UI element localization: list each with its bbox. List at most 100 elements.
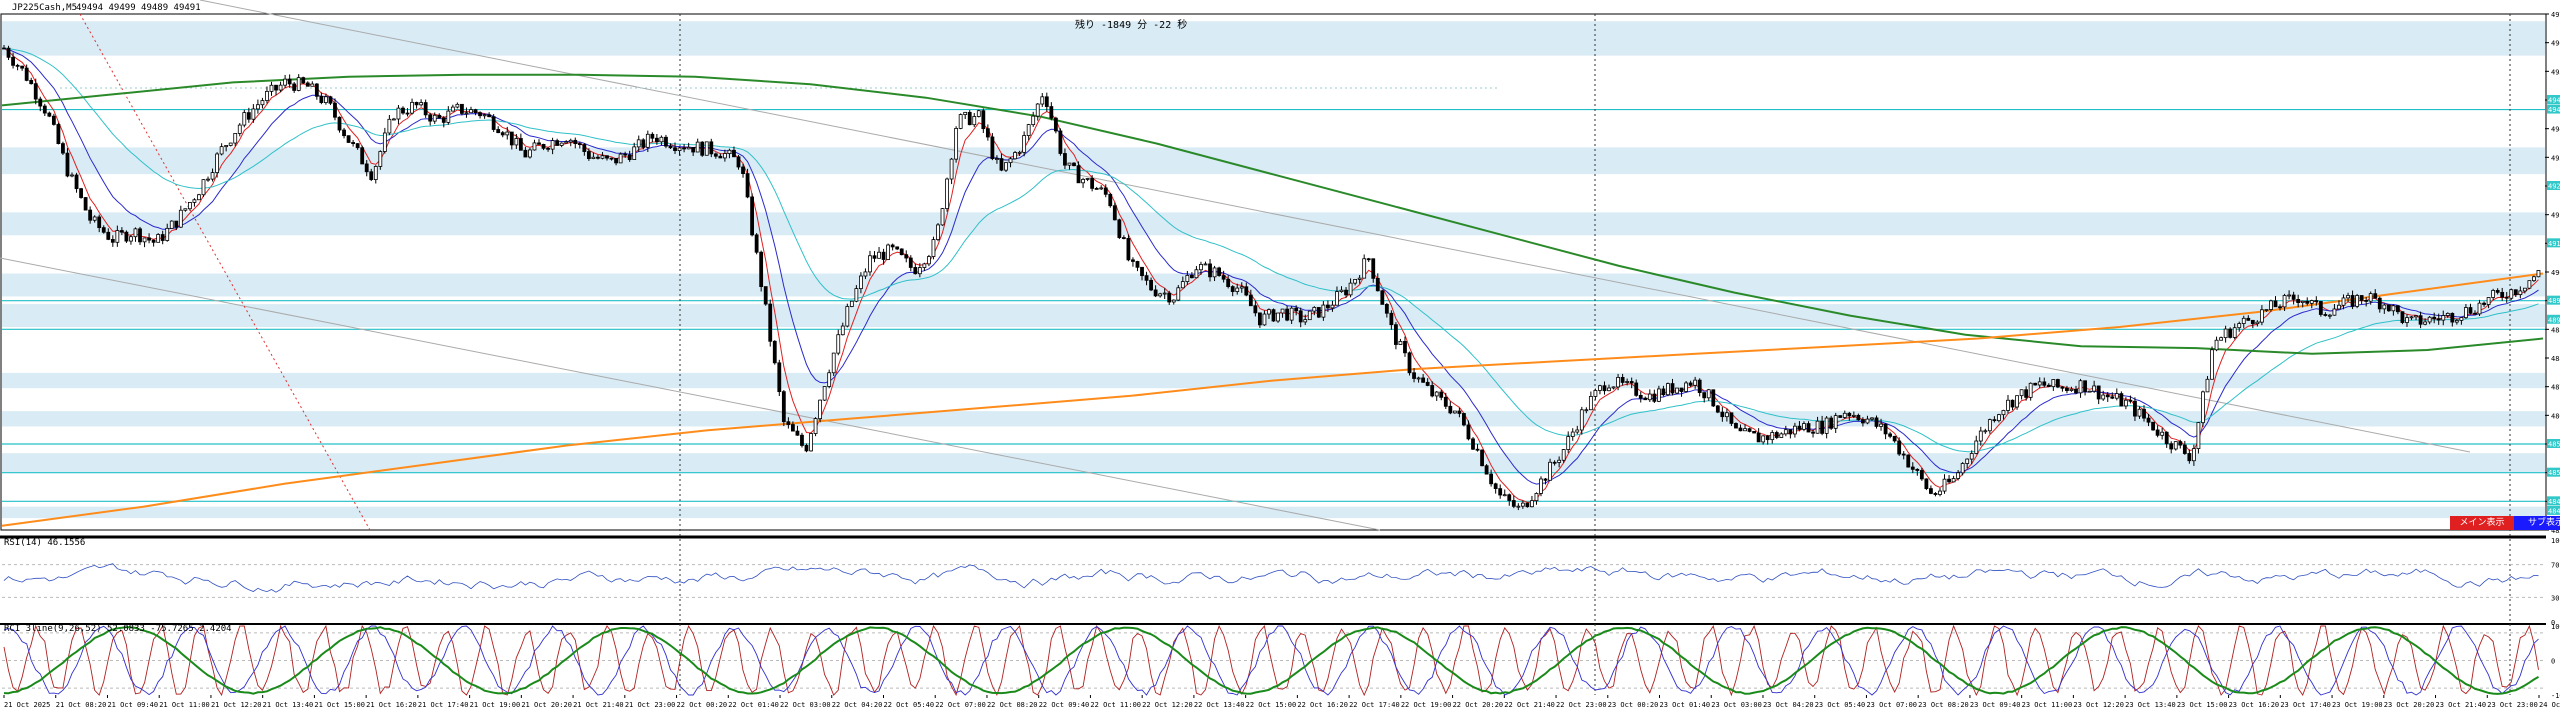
candle [754, 234, 759, 253]
candle [591, 156, 596, 159]
candle [586, 151, 591, 159]
candle [1035, 103, 1040, 117]
candle [2151, 421, 2155, 431]
candle [745, 173, 750, 198]
candle [142, 237, 147, 243]
candle [682, 147, 686, 150]
candle [1108, 193, 1113, 207]
candle [2459, 317, 2464, 321]
candle [432, 114, 437, 122]
candle [2373, 293, 2378, 299]
candle [1126, 237, 1131, 261]
candle [487, 114, 492, 118]
candle [849, 300, 854, 307]
time-tick-label: 22 Oct 07:00 [935, 701, 986, 709]
candle [664, 136, 668, 147]
candle [786, 421, 791, 425]
candle [246, 112, 251, 120]
candle [446, 110, 451, 123]
time-tick-label: 23 Oct 15:00 [2177, 701, 2228, 709]
price-marker [2547, 505, 2560, 515]
price-marker [2547, 238, 2560, 248]
candle [2486, 297, 2491, 305]
candle [822, 386, 827, 401]
candle [2328, 314, 2332, 317]
candle [2282, 295, 2287, 308]
candle [2337, 304, 2341, 310]
time-tick-label: 24 Oct 00:20 [2539, 701, 2560, 709]
candle [292, 83, 297, 91]
candle [1366, 258, 1371, 261]
candle [42, 105, 47, 114]
candle [840, 325, 845, 336]
candle [1793, 425, 1797, 435]
candle [2264, 309, 2269, 311]
candle [233, 133, 238, 144]
candle [899, 248, 904, 256]
candle [1053, 117, 1058, 132]
candle [1811, 431, 1815, 434]
candle [1480, 449, 1484, 467]
time-tick-label: 22 Oct 04:20 [832, 701, 883, 709]
candle [1099, 187, 1104, 190]
candle [47, 112, 52, 117]
candle [92, 216, 97, 221]
candle [623, 153, 628, 156]
candle [1806, 423, 1811, 433]
candle [777, 362, 782, 393]
candle [596, 156, 600, 159]
candle [913, 267, 918, 275]
candle [555, 140, 560, 146]
rsi-tick-label: 0 [2551, 619, 2555, 627]
candle [1625, 381, 1630, 383]
candle [1112, 205, 1117, 221]
candle [1344, 289, 1348, 296]
candle [1167, 292, 1172, 303]
candle [1906, 454, 1911, 468]
candle [1756, 432, 1761, 443]
time-tick-label: 23 Oct 05:40 [1815, 701, 1866, 709]
candle [1135, 261, 1140, 268]
candle [1158, 293, 1163, 297]
candle [2522, 287, 2527, 292]
candle [1398, 340, 1403, 345]
candle [1897, 440, 1902, 455]
candle [537, 142, 541, 145]
candle [215, 153, 219, 173]
candle [1788, 429, 1793, 435]
candle [2314, 300, 2319, 302]
candle [1761, 435, 1766, 443]
candle [1983, 430, 1988, 433]
candle [450, 106, 455, 112]
sub-view-button[interactable]: サブ表示 [2514, 516, 2560, 530]
candle [2210, 349, 2214, 380]
candle [2509, 289, 2514, 299]
candle [981, 110, 986, 130]
candle [237, 124, 242, 134]
candle [2123, 399, 2128, 407]
candle [1466, 424, 1471, 440]
candle [1915, 468, 1920, 471]
candle [1865, 418, 1870, 424]
candle [251, 108, 256, 120]
candle [310, 83, 315, 87]
main-view-button[interactable]: メイン表示 [2450, 516, 2514, 530]
candle [1520, 502, 1525, 507]
price-marker-label: 48419 [2548, 507, 2560, 515]
candle [2119, 393, 2124, 407]
candle [1457, 410, 1462, 414]
candle [1285, 308, 1290, 321]
time-tick-label: 22 Oct 11:00 [1090, 701, 1141, 709]
candle [2259, 309, 2264, 323]
candle [1575, 429, 1580, 433]
candle [1149, 279, 1153, 291]
candle [2427, 316, 2432, 323]
candle [890, 244, 895, 248]
candle [1004, 162, 1008, 171]
candle [56, 124, 61, 145]
candle [1779, 433, 1784, 438]
candle [1530, 500, 1534, 508]
candle [2491, 290, 2496, 298]
candle [1833, 415, 1838, 429]
